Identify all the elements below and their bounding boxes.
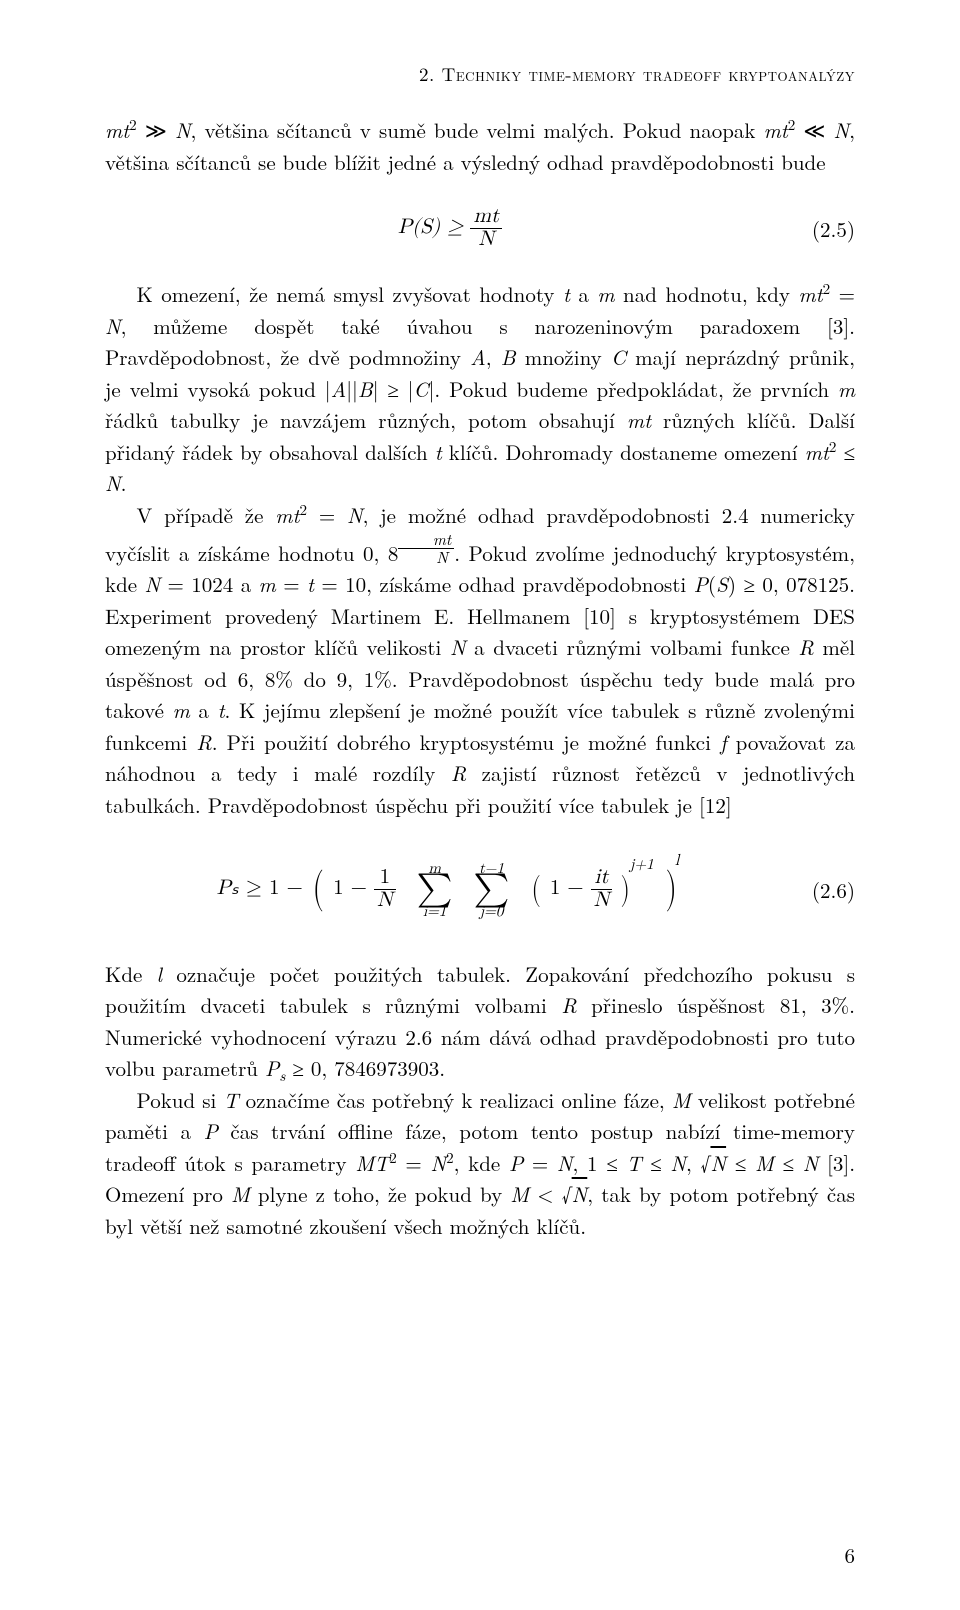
math: A xyxy=(470,342,486,372)
paragraph-1: mt2 ≫ N, většina sčítanců v sumě bude ve… xyxy=(105,115,855,178)
text: řádků tabulky je navzájem různých, potom… xyxy=(105,405,627,435)
math: MT2 = N2 xyxy=(355,1148,453,1178)
text: a xyxy=(190,695,218,725)
text: plyne z toho, že pokud by xyxy=(250,1179,510,1209)
text: a xyxy=(570,279,597,309)
math: R xyxy=(798,632,813,662)
math: m = t = 10 xyxy=(259,569,367,599)
text: a xyxy=(233,569,258,599)
math: M xyxy=(231,1179,250,1209)
math: P = N xyxy=(509,1148,573,1178)
text: , získáme odhad pravděpodobnosti xyxy=(366,569,694,599)
paren-close: ) xyxy=(621,879,630,901)
text: , kde xyxy=(454,1148,509,1178)
math: B xyxy=(501,342,516,372)
running-head: 2. Techniky time-memory tradeoff kryptoa… xyxy=(105,60,855,87)
frac-num: it xyxy=(591,867,613,890)
paragraph-2: K omezení, že nemá smysl zvyšovat hodnot… xyxy=(105,279,855,500)
equation-2-6: Pₛ ≥ 1 − ( 1 − 1 N m ∑ i=1 t−1 ∑ j=0 ( xyxy=(105,861,855,918)
paragraph-5: Pokud si T označíme čas potřebný k reali… xyxy=(105,1085,855,1243)
math: 1 − xyxy=(333,879,374,900)
frac-den: N xyxy=(374,890,396,912)
math: mt xyxy=(627,405,651,435)
math: N xyxy=(450,632,466,662)
page-number: 6 xyxy=(845,1540,856,1570)
text: . xyxy=(121,468,127,498)
text: V případě že xyxy=(137,500,276,530)
sigma-icon: ∑ xyxy=(417,876,453,903)
equation-number: (2.6) xyxy=(795,875,855,905)
math: mt2 = N xyxy=(275,500,362,530)
math: ≥ 1 − xyxy=(246,879,310,900)
sum-1: m ∑ i=1 xyxy=(417,861,453,918)
text: a dvaceti různými volbami funkce xyxy=(466,632,799,662)
math: t xyxy=(563,279,570,309)
math: M xyxy=(672,1085,691,1115)
exponent: j+1 xyxy=(630,857,654,872)
text: klíčů. Dohromady dostaneme omezení xyxy=(442,437,805,467)
frac-num: 1 xyxy=(374,867,396,890)
math: t xyxy=(218,695,225,725)
math: R xyxy=(561,990,576,1020)
math: R xyxy=(451,758,466,788)
text: K omezení, že nemá smysl zvyšovat hodnot… xyxy=(137,279,563,309)
text: Pokud si xyxy=(137,1085,224,1115)
text: mt2 ≫ N, většina sčítanců v sumě bude ve… xyxy=(105,115,855,177)
math: C xyxy=(611,342,626,372)
math: R xyxy=(196,727,211,757)
math: m xyxy=(597,279,614,309)
math: N = 1024 xyxy=(145,569,234,599)
math: 1 ≤ T ≤ N xyxy=(587,1148,686,1178)
math: 0, 8 xyxy=(363,538,398,568)
text: , xyxy=(686,1148,701,1178)
math: 81, 3% xyxy=(780,990,849,1020)
math: 9, 1% xyxy=(337,664,392,694)
math: P xyxy=(204,1116,218,1146)
equation-body: P(S) ≥ mt N xyxy=(105,206,795,251)
math: m xyxy=(173,695,190,725)
exponent: l xyxy=(675,853,679,869)
paren-open: ( xyxy=(312,875,323,904)
eq-frac-num: mt xyxy=(470,206,502,229)
text: množiny xyxy=(516,342,611,372)
text: , xyxy=(573,1148,588,1178)
text: Kde xyxy=(105,959,157,989)
math: 6, 8% xyxy=(238,664,293,694)
math: m xyxy=(838,374,855,404)
math: t xyxy=(435,437,442,467)
text: . Pokud budeme předpokládat, že prvních xyxy=(434,374,837,404)
paren-open: ( xyxy=(532,879,541,901)
equation-2-5: P(S) ≥ mt N (2.5) xyxy=(105,206,855,251)
paragraph-4: Kde l označuje počet použitých tabulek. … xyxy=(105,959,855,1085)
equation-number: (2.5) xyxy=(795,214,855,244)
text: do xyxy=(293,664,337,694)
math: 1 − xyxy=(550,879,591,900)
math: Pₛ xyxy=(217,879,239,900)
math: √N ≤ M ≤ N xyxy=(701,1148,819,1178)
math: P(S) ≥ 0, 078125 xyxy=(694,569,850,599)
text: nad hodnotu, kdy xyxy=(615,279,799,309)
paren-close: ) xyxy=(665,875,676,904)
frac-den: N xyxy=(398,549,454,566)
paragraph-3: V případě že mt2 = N, je možné odhad pra… xyxy=(105,500,855,822)
math: Ps ≥ 0, 7846973903 xyxy=(265,1053,439,1083)
eq-frac-den: N xyxy=(470,229,502,251)
text: . xyxy=(439,1053,445,1083)
math: T xyxy=(223,1085,238,1115)
sum-2: t−1 ∑ j=0 xyxy=(474,861,510,918)
text: přineslo úspěšnost xyxy=(577,990,780,1020)
math: M < √N xyxy=(510,1179,587,1209)
equation-body: Pₛ ≥ 1 − ( 1 − 1 N m ∑ i=1 t−1 ∑ j=0 ( xyxy=(105,861,795,918)
text: . Při použití dobrého kryptosystému je m… xyxy=(212,727,720,757)
eq-lhs: P(S) ≥ xyxy=(398,217,471,238)
text: označíme čas potřebný k realizaci online… xyxy=(239,1085,672,1115)
math: |A||B| ≥ |C| xyxy=(325,374,435,404)
sigma-icon: ∑ xyxy=(474,876,510,903)
frac-den: N xyxy=(591,890,613,912)
